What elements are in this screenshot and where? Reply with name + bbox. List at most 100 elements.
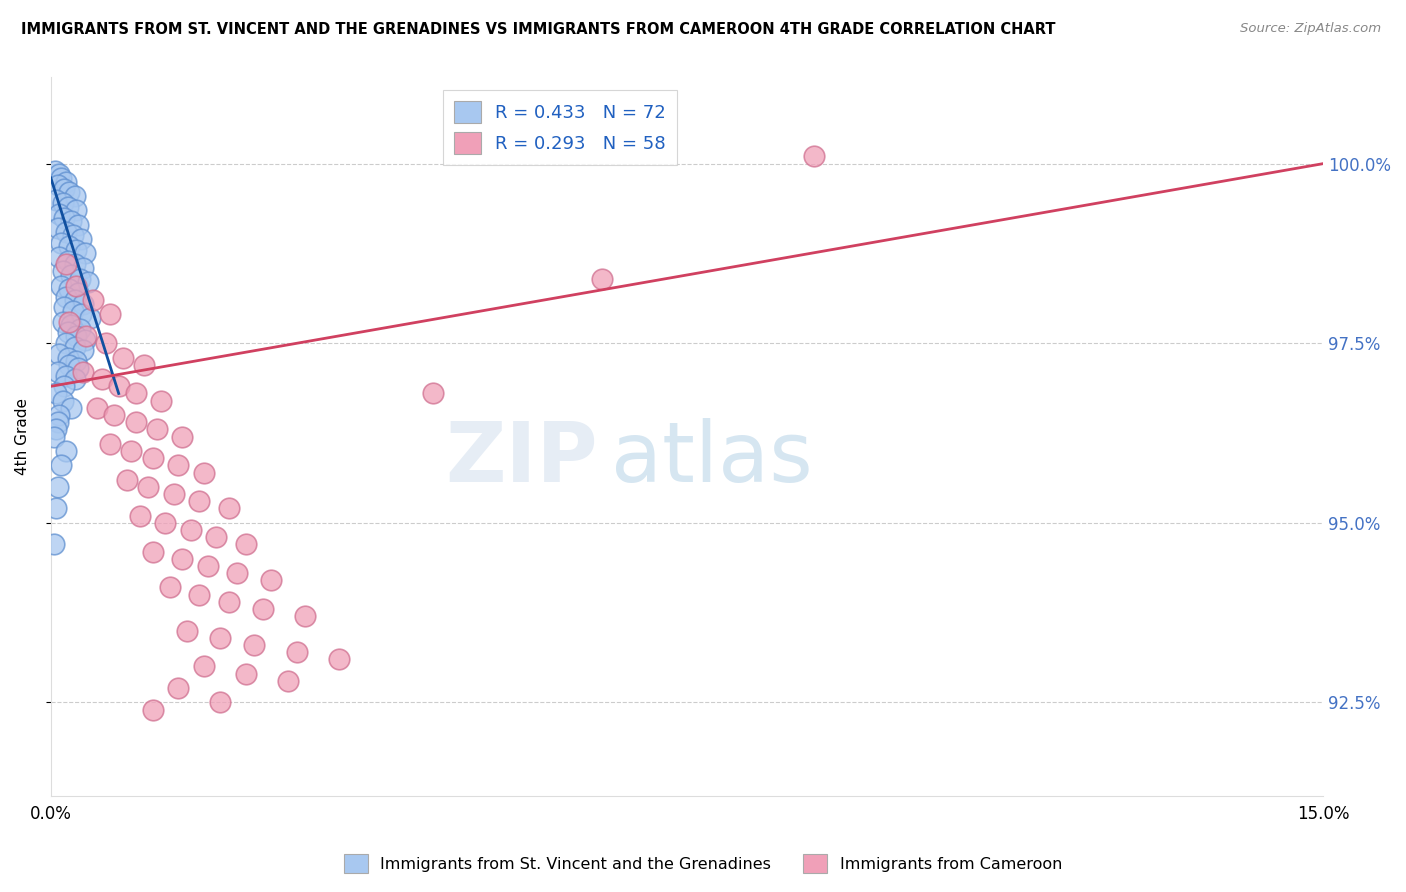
- Point: [172, 429, 194, 443]
- Point: [82, 293, 104, 307]
- Point: [155, 516, 177, 530]
- Point: [163, 487, 186, 501]
- Point: [193, 659, 215, 673]
- Point: [49, 278, 72, 293]
- Legend: Immigrants from St. Vincent and the Grenadines, Immigrants from Cameroon: Immigrants from St. Vincent and the Gren…: [337, 847, 1069, 880]
- Point: [46, 221, 69, 235]
- Point: [49, 235, 72, 250]
- Point: [591, 271, 613, 285]
- Point: [49, 458, 72, 473]
- Point: [72, 260, 94, 275]
- Point: [44, 164, 66, 178]
- Point: [79, 311, 101, 326]
- Point: [46, 480, 69, 494]
- Point: [55, 289, 77, 303]
- Point: [48, 207, 70, 221]
- Point: [65, 329, 87, 343]
- Text: atlas: atlas: [610, 417, 813, 499]
- Point: [48, 168, 70, 182]
- Point: [55, 336, 77, 351]
- Point: [60, 318, 83, 333]
- Point: [63, 257, 86, 271]
- Point: [73, 333, 96, 347]
- Point: [115, 473, 138, 487]
- Point: [56, 200, 79, 214]
- Point: [159, 581, 181, 595]
- Point: [328, 652, 350, 666]
- Point: [70, 308, 93, 322]
- Point: [235, 537, 257, 551]
- Point: [167, 458, 190, 473]
- Point: [111, 351, 134, 365]
- Point: [63, 372, 86, 386]
- Point: [56, 351, 79, 365]
- Point: [65, 278, 87, 293]
- Point: [172, 551, 194, 566]
- Point: [55, 257, 77, 271]
- Point: [69, 322, 91, 336]
- Point: [45, 386, 67, 401]
- Point: [209, 695, 232, 709]
- Point: [63, 293, 86, 307]
- Point: [197, 558, 219, 573]
- Point: [45, 193, 67, 207]
- Point: [107, 379, 129, 393]
- Point: [58, 358, 80, 372]
- Point: [167, 681, 190, 695]
- Point: [209, 631, 232, 645]
- Point: [180, 523, 202, 537]
- Point: [62, 304, 84, 318]
- Legend: R = 0.433   N = 72, R = 0.293   N = 58: R = 0.433 N = 72, R = 0.293 N = 58: [443, 90, 676, 165]
- Point: [58, 239, 80, 253]
- Point: [48, 408, 70, 422]
- Point: [86, 401, 108, 415]
- Point: [260, 574, 283, 588]
- Point: [65, 354, 87, 368]
- Point: [294, 609, 316, 624]
- Point: [803, 149, 825, 163]
- Point: [60, 268, 83, 282]
- Point: [53, 301, 76, 315]
- Point: [63, 189, 86, 203]
- Point: [142, 544, 165, 558]
- Point: [65, 243, 87, 257]
- Point: [142, 702, 165, 716]
- Point: [98, 308, 121, 322]
- Point: [48, 250, 70, 264]
- Point: [90, 372, 112, 386]
- Point: [218, 595, 240, 609]
- Point: [193, 466, 215, 480]
- Point: [70, 232, 93, 246]
- Point: [218, 501, 240, 516]
- Point: [49, 171, 72, 186]
- Point: [52, 196, 75, 211]
- Point: [52, 315, 75, 329]
- Point: [46, 178, 69, 193]
- Point: [53, 211, 76, 225]
- Point: [52, 182, 75, 196]
- Point: [188, 494, 211, 508]
- Point: [72, 296, 94, 310]
- Point: [58, 282, 80, 296]
- Point: [120, 444, 142, 458]
- Point: [103, 408, 125, 422]
- Point: [55, 175, 77, 189]
- Point: [55, 225, 77, 239]
- Point: [72, 343, 94, 358]
- Point: [422, 386, 444, 401]
- Point: [63, 340, 86, 354]
- Text: Source: ZipAtlas.com: Source: ZipAtlas.com: [1240, 22, 1381, 36]
- Point: [72, 365, 94, 379]
- Point: [45, 422, 67, 436]
- Point: [62, 228, 84, 243]
- Point: [285, 645, 308, 659]
- Point: [69, 271, 91, 285]
- Point: [188, 588, 211, 602]
- Point: [128, 508, 150, 523]
- Point: [52, 264, 75, 278]
- Point: [52, 393, 75, 408]
- Point: [48, 347, 70, 361]
- Point: [53, 379, 76, 393]
- Point: [46, 415, 69, 429]
- Point: [235, 666, 257, 681]
